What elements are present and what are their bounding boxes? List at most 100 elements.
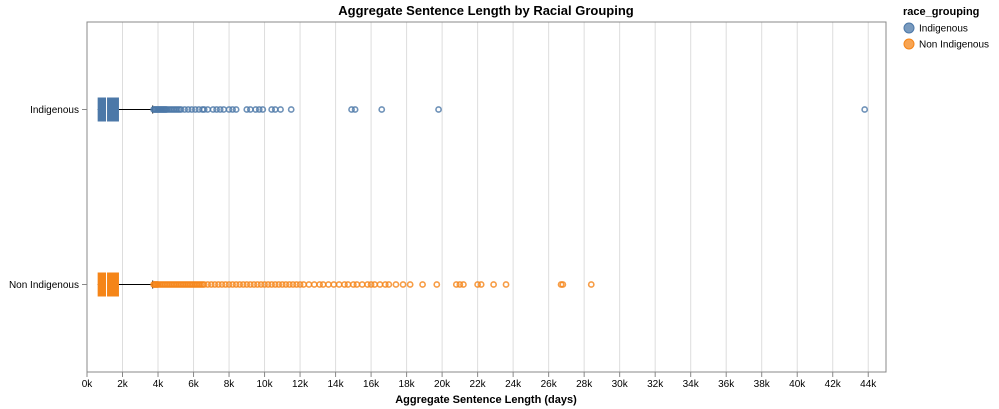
outlier-point: [236, 281, 244, 288]
outlier-point: [330, 281, 338, 288]
x-tick-label: 16k: [363, 379, 380, 390]
outlier-point: [358, 281, 366, 288]
outlier-point: [287, 106, 295, 113]
outlier-point: [209, 106, 217, 113]
x-tick-label: 10k: [256, 379, 273, 390]
outlier-point: [239, 281, 247, 288]
outlier-point: [200, 281, 208, 288]
outlier-point: [246, 281, 254, 288]
outlier-point: [246, 106, 254, 113]
outlier-point: [376, 281, 384, 288]
box-group: [97, 97, 869, 122]
outlier-point: [211, 281, 219, 288]
box-group: [97, 272, 595, 297]
outlier-point: [456, 281, 464, 288]
outlier-point: [255, 106, 263, 113]
outlier-point: [310, 281, 318, 288]
outlier-point: [385, 281, 393, 288]
outlier-point: [502, 281, 510, 288]
outlier-point: [275, 281, 283, 288]
x-tick-label: 20k: [434, 379, 451, 390]
outlier-point: [177, 106, 185, 113]
outlier-point: [181, 106, 189, 113]
iqr-box: [97, 97, 119, 122]
outlier-point: [261, 281, 268, 288]
outlier-point: [349, 281, 357, 288]
x-tick-label: 26k: [541, 379, 558, 390]
outlier-point: [188, 106, 196, 113]
outlier-point: [300, 281, 308, 288]
outlier-point: [490, 281, 498, 288]
x-axis-title: Aggregate Sentence Length (days): [395, 394, 577, 406]
x-tick-label: 4k: [153, 379, 165, 390]
grid-lines: [86, 22, 869, 372]
outlier-point: [184, 106, 192, 113]
legend-label: Indigenous: [919, 24, 968, 35]
x-tick-label: 2k: [117, 379, 129, 390]
outlier-point: [587, 281, 595, 288]
x-tick-label: 42k: [825, 379, 842, 390]
outlier-point: [225, 281, 233, 288]
outlier-point: [216, 106, 224, 113]
chart-title: Aggregate Sentence Length by Racial Grou…: [338, 3, 633, 18]
outlier-point: [433, 281, 441, 288]
box-plots: [97, 97, 869, 297]
x-tick-label: 22k: [470, 379, 487, 390]
outlier-point: [319, 281, 327, 288]
outlier-point: [367, 281, 375, 288]
outlier-point: [353, 281, 361, 288]
x-tick-label: 36k: [718, 379, 735, 390]
outlier-point: [229, 281, 236, 288]
outlier-point: [293, 281, 300, 288]
outlier-point: [264, 281, 272, 288]
outlier-point: [559, 281, 567, 288]
outlier-point: [214, 281, 222, 288]
outlier-point: [381, 281, 389, 288]
outlier-point: [335, 281, 343, 288]
outlier-point: [341, 281, 348, 288]
outlier-point: [268, 106, 276, 113]
outlier-point: [204, 106, 212, 113]
outlier-point: [232, 106, 240, 113]
x-tick-label: 28k: [576, 379, 593, 390]
outlier-point: [316, 281, 323, 288]
x-tick-label: 18k: [399, 379, 416, 390]
outlier-point: [344, 281, 352, 288]
y-tick-label: Indigenous: [30, 105, 79, 116]
outlier-point: [305, 281, 313, 288]
outlier-point: [325, 281, 332, 288]
outlier-point: [191, 106, 199, 113]
y-tick-label: Non Indigenous: [9, 280, 79, 291]
outlier-point: [259, 106, 267, 113]
x-axis: 0k 2k 4k 6k 8k 10k 12k 14k 16k 18k 20k 22k 24k 26k 28k…: [82, 372, 877, 390]
outlier-point: [243, 281, 251, 288]
outlier-point: [271, 106, 279, 113]
x-tick-label: 32k: [647, 379, 664, 390]
outlier-point: [250, 281, 258, 288]
y-axis: Indigenous Non Indigenous: [9, 105, 87, 291]
x-tick-label: 34k: [683, 379, 700, 390]
outlier-point: [218, 281, 226, 288]
outlier-point: [254, 281, 261, 288]
outlier-point: [225, 106, 233, 113]
outlier-point: [435, 106, 442, 113]
plot-frame: [86, 21, 887, 373]
outlier-point: [364, 281, 371, 288]
x-tick-label: 0k: [82, 379, 94, 390]
legend-symbol: [903, 22, 915, 34]
x-tick-label: 6k: [188, 379, 200, 390]
legend-title: race_grouping: [903, 6, 979, 18]
outlier-point: [220, 106, 228, 113]
outlier-point: [222, 281, 229, 288]
outlier-point: [348, 106, 355, 113]
outlier-point: [378, 106, 386, 113]
outlier-point: [252, 106, 260, 113]
outlier-point: [296, 281, 304, 288]
iqr-box: [97, 272, 119, 297]
legend: race_grouping Indigenous Non Indigenous: [903, 6, 989, 51]
outlier-point: [460, 281, 467, 288]
outlier-point: [232, 281, 240, 288]
outlier-point: [213, 106, 221, 113]
outlier-point: [257, 281, 265, 288]
